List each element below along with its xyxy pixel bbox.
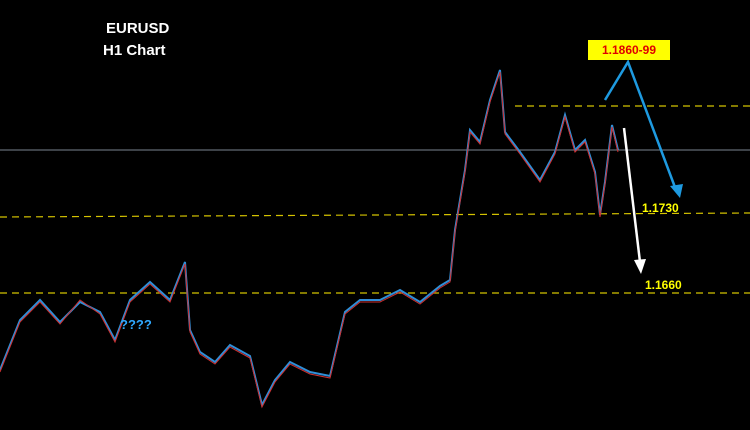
title: EURUSD — [106, 20, 170, 37]
price-path — [0, 69, 619, 408]
projection-arrow-blue — [603, 59, 678, 191]
target-label: 1.1860-99 — [602, 43, 656, 57]
arrow-head-white — [634, 259, 646, 274]
projection-arrow-white — [622, 127, 642, 263]
question-label: ???? — [120, 317, 152, 332]
level-label: 1.1660 — [645, 278, 682, 292]
subtitle: H1 Chart — [103, 42, 166, 59]
price-path-overlay — [0, 71, 619, 409]
support-line-1 — [0, 212, 750, 218]
level-label: 1.1730 — [642, 201, 679, 215]
target-box — [588, 40, 670, 60]
arrow-head-blue — [670, 184, 683, 198]
